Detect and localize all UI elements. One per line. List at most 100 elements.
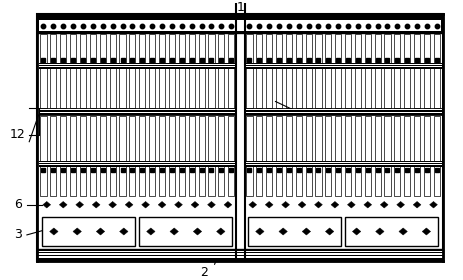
Bar [244,162,441,163]
Bar [38,64,236,65]
Bar [60,116,66,196]
Bar [38,112,236,113]
Polygon shape [398,228,407,235]
Bar [315,34,321,108]
Polygon shape [73,228,81,235]
Bar [295,34,301,108]
Bar [364,116,370,196]
Bar [37,256,442,258]
Bar [244,64,441,65]
Bar [295,116,301,196]
Bar [285,34,291,108]
Text: 2: 2 [200,266,207,279]
Polygon shape [75,201,83,208]
Polygon shape [141,201,149,208]
Bar [248,217,341,246]
Bar [266,34,272,108]
Bar [40,34,46,108]
Bar [38,108,236,115]
Bar [354,34,360,108]
Bar [344,34,350,108]
Polygon shape [146,228,155,235]
Bar [119,34,125,108]
Bar [38,66,236,67]
Bar [364,34,370,108]
Bar [178,116,184,196]
Bar [129,34,135,108]
Bar [244,66,441,67]
Polygon shape [314,201,322,208]
Polygon shape [191,201,199,208]
Bar [149,116,155,196]
Bar [38,162,236,163]
Bar [37,251,442,252]
Polygon shape [158,201,166,208]
Bar [188,116,194,196]
Bar [305,34,311,108]
Polygon shape [351,228,360,235]
Bar [178,34,184,108]
Bar [42,217,135,246]
Bar [119,116,125,196]
Bar [256,34,262,108]
Bar [344,116,350,196]
Polygon shape [96,228,105,235]
Bar [109,116,115,196]
Bar [228,116,234,196]
Bar [139,34,145,108]
Bar [244,112,441,113]
Bar [39,20,440,31]
Bar [433,34,439,108]
Bar [80,116,86,196]
Bar [394,34,400,108]
Bar [244,164,441,165]
Bar [188,34,194,108]
Polygon shape [169,228,178,235]
Polygon shape [43,201,50,208]
Bar [70,34,76,108]
Bar [334,116,340,196]
Bar [325,116,331,196]
Polygon shape [59,201,67,208]
Text: 12: 12 [10,128,25,141]
Bar [256,116,262,196]
Polygon shape [207,201,215,208]
Bar [344,217,437,246]
Bar [38,33,236,197]
Bar [109,34,115,108]
Bar [37,14,442,261]
Bar [244,161,441,167]
Polygon shape [50,228,58,235]
Polygon shape [330,201,338,208]
Polygon shape [216,228,225,235]
Polygon shape [347,201,355,208]
Polygon shape [125,201,133,208]
Bar [374,116,380,196]
Bar [90,34,96,108]
Bar [244,109,441,110]
Bar [100,34,106,108]
Bar [40,116,46,196]
Bar [159,116,165,196]
Polygon shape [92,201,100,208]
Bar [139,116,145,196]
Bar [38,161,236,167]
Bar [159,34,165,108]
Text: 6: 6 [14,198,21,211]
Polygon shape [380,201,387,208]
Polygon shape [193,228,201,235]
Bar [384,34,390,108]
Polygon shape [119,228,128,235]
Bar [90,116,96,196]
Polygon shape [255,228,263,235]
Bar [37,253,442,255]
Bar [413,116,419,196]
Bar [334,34,340,108]
Bar [38,164,236,165]
Bar [208,116,214,196]
Bar [38,63,236,69]
Polygon shape [224,201,232,208]
Bar [50,34,56,108]
Bar [423,34,429,108]
Bar [198,116,204,196]
